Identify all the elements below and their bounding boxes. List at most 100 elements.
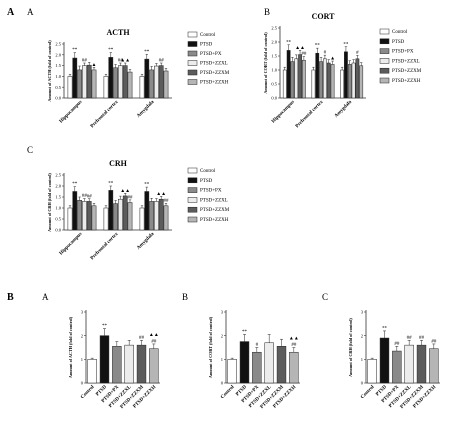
legend-swatch <box>379 77 390 84</box>
bar <box>282 69 287 99</box>
bar <box>154 201 159 231</box>
legend-swatch <box>379 58 390 64</box>
legend-label: Control <box>392 30 408 35</box>
significance-mark: ▲▲ <box>120 189 130 194</box>
bar <box>149 201 154 231</box>
significance-mark: ## <box>407 336 413 341</box>
bar <box>127 202 133 231</box>
legend-label: PTSD+ZZXM <box>392 69 422 74</box>
chart-panel-a-3: A 0 1 2 3 Amount of ACTH (fold of control) Con… <box>42 292 160 410</box>
y-tick-label: 1 <box>221 357 223 362</box>
bar <box>103 207 109 231</box>
significance-mark: ** <box>286 40 292 45</box>
legend-label: PTSD+ZZXM <box>200 208 230 213</box>
category-label: PTSD+ZZXH <box>413 385 438 410</box>
bar <box>108 57 114 99</box>
bar <box>344 51 348 99</box>
bar <box>144 58 150 99</box>
bar <box>136 344 147 384</box>
significance-mark: ## <box>164 199 170 204</box>
legend-swatch <box>187 41 198 47</box>
bar <box>227 359 237 384</box>
bar <box>91 205 97 231</box>
bar <box>113 67 118 99</box>
significance-mark: ▲▲ <box>149 333 159 338</box>
legend-swatch <box>379 38 390 45</box>
bar <box>239 341 250 384</box>
legend-swatch <box>187 60 198 66</box>
bar <box>87 359 97 384</box>
significance-mark: ** <box>108 182 114 187</box>
section-a-label: A <box>7 7 15 18</box>
significance-mark: ** <box>144 183 150 188</box>
significance-mark: ## <box>87 194 93 199</box>
panel-letter: A <box>27 7 34 17</box>
bar <box>122 65 128 99</box>
bar <box>149 348 159 384</box>
bar <box>82 65 87 99</box>
significance-mark: # <box>356 51 359 56</box>
y-tick-label: 0 <box>221 381 224 386</box>
legend-swatch <box>187 69 198 76</box>
bar <box>163 70 169 99</box>
bar <box>367 359 377 384</box>
legend-swatch <box>187 206 198 213</box>
y-tick-label: 1 <box>361 357 363 362</box>
legend-label: PTSD+ZZXH <box>200 81 229 86</box>
bar <box>139 76 145 99</box>
significance-mark: ▲ <box>92 63 97 68</box>
y-axis-label: Amount of ACTH (fold of control) <box>47 40 52 102</box>
significance-mark: ## <box>431 339 437 344</box>
bar <box>77 69 82 99</box>
legend-swatch <box>379 67 390 74</box>
y-tick-label: 3 <box>361 310 364 315</box>
legend-swatch <box>187 79 198 85</box>
bar <box>67 207 73 231</box>
significance-mark: ** <box>102 324 108 329</box>
bar <box>86 201 92 231</box>
section-b-label: B <box>7 292 14 303</box>
y-tick-label: 2.0 <box>55 184 61 189</box>
legend-label: PTSD+ZZXL <box>392 59 420 64</box>
y-tick-label: 0.0 <box>55 228 61 233</box>
bar <box>252 351 262 384</box>
y-axis-label: Amount of CRH (fold of control) <box>47 173 52 232</box>
y-tick-label: 0.5 <box>55 85 61 90</box>
bar <box>108 190 114 231</box>
bar <box>294 58 299 99</box>
legend-label: PTSD <box>200 43 213 48</box>
legend-label: PTSD+ZZXM <box>200 71 230 76</box>
bar <box>103 76 109 99</box>
bar <box>163 205 169 231</box>
bar <box>347 64 352 99</box>
y-tick-label: 1.0 <box>271 68 277 73</box>
bar <box>82 201 87 231</box>
category-label: Prefrontal cortex <box>295 100 325 130</box>
legend-label: PTSD+ZZXH <box>392 79 421 84</box>
bar <box>429 348 439 384</box>
significance-mark: ## <box>82 194 88 199</box>
y-tick-label: 0 <box>361 381 364 386</box>
significance-mark: ## <box>139 336 145 341</box>
y-tick-label: 1.0 <box>55 206 61 211</box>
y-tick-label: 2.5 <box>55 173 61 178</box>
bar <box>112 346 122 384</box>
bar <box>124 344 134 384</box>
bar <box>127 71 133 99</box>
bar <box>77 200 82 231</box>
bar <box>290 61 295 99</box>
legend-swatch <box>187 216 198 223</box>
category-label: Prefrontal cortex <box>90 232 120 262</box>
category-label: Hippocampus <box>59 100 84 125</box>
legend-label: Control <box>200 169 216 174</box>
bar <box>118 198 123 231</box>
significance-mark: ▲▲ <box>120 59 130 64</box>
bar <box>118 65 123 99</box>
y-tick-label: 0.0 <box>55 96 61 101</box>
category-label: Prefrontal cortex <box>90 100 120 130</box>
significance-mark: ** <box>108 48 114 53</box>
y-tick-label: 3 <box>221 310 224 315</box>
significance-mark: ** <box>343 42 349 47</box>
